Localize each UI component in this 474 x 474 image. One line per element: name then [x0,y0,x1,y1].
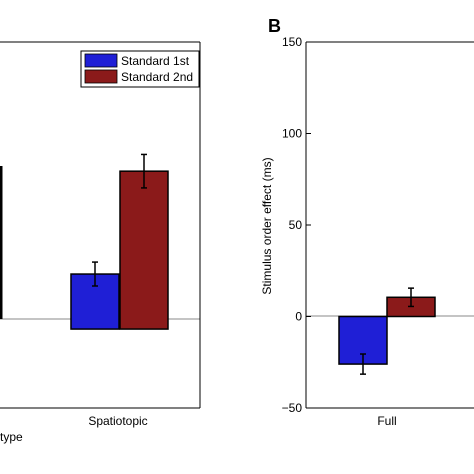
legend-label-standard-2nd: Standard 2nd [121,70,193,84]
panel-b-ytick-label-2: 50 [289,218,303,232]
panel-a-category-label: Spatiotopic [88,414,147,428]
panel-b-ytick-label-0: 150 [282,35,302,49]
legend-label-standard-1st: Standard 1st [121,54,190,68]
legend: Standard 1st Standard 2nd [80,50,200,88]
panel-b-letter: B [268,16,281,36]
panel-b-ytick-label-4: −50 [282,401,303,415]
chart-marks: 150 100 50 0 −50 [70,35,436,415]
panel-a: Spatiotopic type Standard 1st Standard 2… [0,41,201,444]
panel-b-ylabel: Stimulus order effect (ms) [260,157,274,294]
panel-a-bar-standard-2nd [119,170,169,330]
legend-swatch-standard-2nd [84,69,118,84]
panel-b-ytick-label-1: 100 [282,127,302,141]
panel-b-ytick-label-3: 0 [295,310,302,324]
legend-swatch-standard-1st [84,53,118,68]
panel-a-xlabel: type [0,430,23,444]
panel-b-category-label: Full [377,414,396,428]
